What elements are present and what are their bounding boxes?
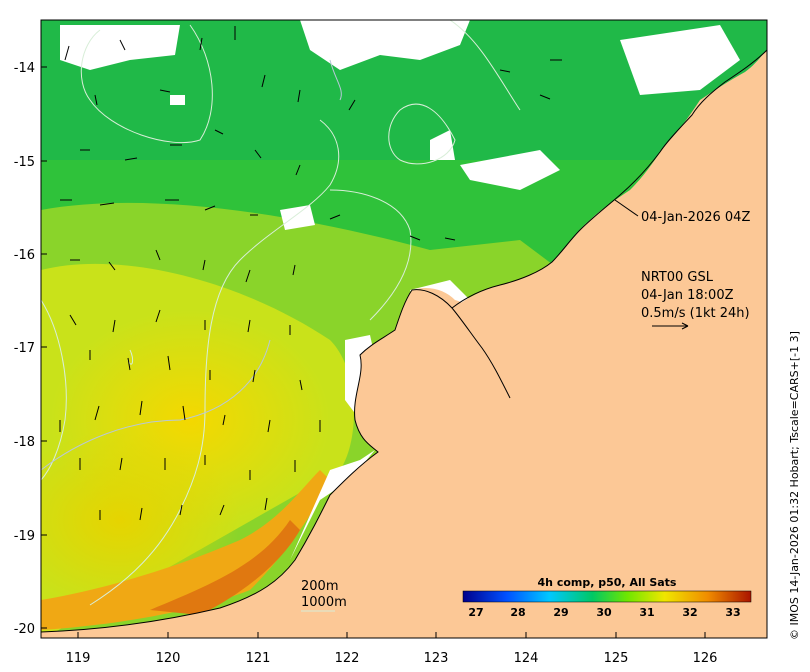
colorbar-title: 4h comp, p50, All Sats — [538, 576, 677, 589]
current-legend-time: 04-Jan 18:00Z — [641, 288, 734, 303]
colorbar-tick: 33 — [725, 606, 740, 619]
colorbar-tick: 27 — [468, 606, 483, 619]
y-tick-label: -20 — [14, 622, 35, 637]
isobath-label-200m: 200m — [301, 579, 338, 594]
x-tick-label: 124 — [514, 651, 539, 666]
map-frame — [40, 19, 768, 639]
colorbar: 4h comp, p50, All Sats 27 28 29 30 31 32… — [462, 576, 752, 619]
isobath-legend: 200m 1000m — [301, 579, 347, 610]
y-tick-label: -14 — [14, 61, 35, 76]
y-tick-label: -15 — [14, 155, 35, 170]
colorbar-tick: 29 — [553, 606, 568, 619]
y-tick-label: -18 — [14, 435, 35, 450]
colorbar-tick: 32 — [682, 606, 697, 619]
timestamp-pointer — [614, 199, 639, 217]
map-area — [41, 20, 767, 638]
current-legend-source: NRT00 GSL — [641, 270, 714, 285]
credit-label: © IMOS 14-Jan-2026 01:32 Hobart; Tscale=… — [788, 331, 801, 640]
x-tick-label: 123 — [424, 651, 449, 666]
y-tick-label: -16 — [14, 248, 35, 263]
colorbar-tick: 31 — [639, 606, 654, 619]
current-vectors — [59, 26, 562, 521]
isobath-contours — [41, 20, 521, 606]
current-legend-scale: 0.5m/s (1kt 24h) — [641, 306, 750, 321]
colorbar-gradient — [462, 590, 752, 603]
colorbar-tick: 28 — [510, 606, 525, 619]
x-tick-label: 121 — [246, 651, 271, 666]
current-legend: NRT00 GSL 04-Jan 18:00Z 0.5m/s (1kt 24h) — [641, 270, 750, 330]
x-tick-label: 122 — [335, 651, 360, 666]
isobath-label-1000m: 1000m — [301, 595, 347, 610]
y-tick-label: -17 — [14, 341, 35, 356]
x-tick-label: 125 — [604, 651, 629, 666]
x-axis: 119 120 121 122 123 124 125 126 — [66, 632, 718, 666]
x-tick-label: 119 — [66, 651, 91, 666]
y-axis: -14 -15 -16 -17 -18 -19 -20 — [14, 61, 47, 637]
x-tick-label: 120 — [156, 651, 181, 666]
land-mass — [41, 20, 767, 638]
y-tick-label: -19 — [14, 529, 35, 544]
colorbar-tick: 30 — [596, 606, 612, 619]
x-tick-label: 126 — [693, 651, 718, 666]
timestamp-label: 04-Jan-2026 04Z — [641, 210, 750, 225]
